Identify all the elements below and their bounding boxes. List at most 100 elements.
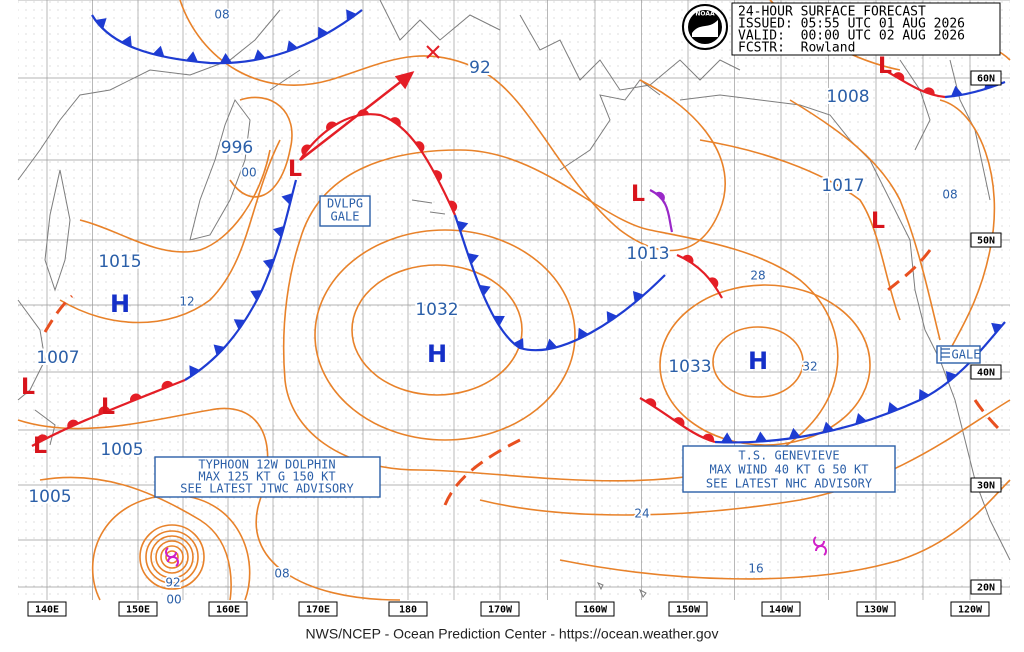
longitude-box	[856, 601, 896, 617]
occluded-front	[649, 189, 674, 233]
troughs	[43, 249, 1004, 506]
pressure-label: 1005	[100, 440, 143, 460]
front-pip	[36, 434, 48, 444]
front-pip	[317, 26, 329, 39]
advisory-text: TYPHOON 12W DOLPHIN	[198, 458, 335, 472]
advisory-text: GALE	[331, 210, 360, 224]
pressure-label: 12	[179, 295, 194, 309]
front-pip	[415, 141, 425, 153]
front-pip	[301, 144, 311, 156]
front-pip	[456, 220, 469, 233]
front-pip	[822, 421, 834, 433]
front-pip	[448, 200, 458, 213]
longitude-label: 170W	[488, 605, 513, 616]
high-center: H	[110, 290, 130, 318]
pressure-label: 1008	[826, 87, 869, 107]
front-pip	[577, 327, 589, 340]
pressure-label: 32	[802, 360, 817, 374]
front-pip	[95, 18, 107, 30]
pressure-label: 1007	[36, 348, 79, 368]
advisory-text: GALE	[952, 348, 981, 362]
front-pip	[479, 284, 491, 297]
front-pip	[632, 290, 644, 303]
longitude-box	[118, 601, 158, 617]
cold-front	[91, 9, 363, 65]
x-marker	[426, 45, 440, 59]
longitude-box	[950, 601, 990, 617]
front-pip	[272, 226, 285, 238]
front-pip	[545, 338, 558, 350]
gale-box: GALE	[936, 345, 981, 364]
longitude-box	[480, 601, 520, 617]
arrow	[299, 71, 415, 161]
pressure-label: 1017	[821, 176, 864, 196]
low-center: L	[101, 395, 115, 420]
pressure-label: 28	[750, 269, 765, 283]
front-pip	[286, 40, 298, 52]
front-pip	[702, 433, 715, 442]
front-pip	[213, 344, 225, 356]
tropical-symbols	[165, 536, 827, 567]
front-pip	[98, 406, 111, 415]
latitude-label: 50N	[977, 236, 995, 247]
front-pip	[161, 380, 174, 390]
pressure-label: 00	[241, 166, 256, 180]
cold-front	[714, 321, 1006, 444]
longitude-box	[761, 601, 801, 617]
longitude-label: 140E	[35, 605, 59, 616]
low-center: L	[288, 157, 302, 182]
longitude-label: 170E	[306, 605, 330, 616]
front-pip	[645, 398, 657, 408]
front-pip	[326, 121, 337, 131]
header-line: 24-HOUR SURFACE FORECAST	[738, 5, 926, 20]
high-center: H	[748, 347, 768, 375]
footer: NWS/NCEP - Ocean Prediction Center - htt…	[306, 626, 719, 642]
pressure-label: 08	[214, 8, 229, 22]
front-pip	[513, 338, 524, 349]
longitude-box	[298, 601, 338, 617]
front-pip	[918, 388, 930, 401]
header-line: ISSUED: 05:55 UTC 01 AUG 2026	[738, 17, 965, 32]
pressure-label: 00	[166, 593, 181, 607]
pressure-label: 08	[942, 188, 957, 202]
front-pip	[788, 427, 801, 439]
front-pip	[250, 290, 262, 301]
warm-front	[299, 113, 457, 216]
advisory-text: SEE LATEST JTWC ADVISORY	[180, 482, 354, 496]
longitude-box	[668, 601, 708, 617]
longitude-label: 130W	[864, 605, 889, 616]
front-pip	[433, 170, 443, 182]
isobars	[17, 0, 1011, 601]
pressure-label: 24	[634, 507, 649, 521]
warm-front	[887, 71, 946, 99]
high-center: H	[427, 340, 447, 368]
fronts	[31, 9, 1006, 447]
pressure-label: 08	[274, 567, 289, 581]
front-pip	[893, 72, 905, 82]
longitude-box	[575, 601, 615, 617]
pressure-label: 1033	[668, 357, 711, 377]
longitude-label: 150W	[676, 605, 701, 616]
developing-gale-box: DVLPG GALE	[319, 195, 371, 227]
pressure-centers: H H H L L L L L L L	[21, 54, 892, 459]
typhoon-box: TYPHOON 12W DOLPHIN MAX 125 KT G 150 KT …	[154, 456, 381, 498]
low-center: L	[871, 209, 885, 234]
storm-box: T.S. GENEVIEVE MAX WIND 40 KT G 50 KT SE…	[682, 445, 896, 493]
latitude-box	[970, 579, 1002, 595]
header: NOAA 24-HOUR SURFACE FORECAST ISSUED: 05…	[682, 2, 1001, 56]
front-pip	[130, 393, 142, 402]
front-pip	[121, 35, 132, 48]
front-pip	[754, 431, 767, 442]
coordinate-labels: 140E 150E 160E 170E 180 170W 160W 150W 140W 130W 1…	[27, 70, 1002, 617]
coastlines	[17, 0, 1011, 598]
front-pip	[606, 311, 618, 323]
latitude-label: 60N	[977, 74, 995, 85]
latitude-label: 20N	[977, 583, 995, 594]
longitude-label: 160W	[583, 605, 608, 616]
front-pip	[923, 87, 935, 96]
advisory-text: SEE LATEST NHC ADVISORY	[706, 477, 873, 491]
longitude-box	[27, 601, 67, 617]
latitude-label: 40N	[977, 368, 995, 379]
pressure-label: 1015	[98, 252, 141, 272]
